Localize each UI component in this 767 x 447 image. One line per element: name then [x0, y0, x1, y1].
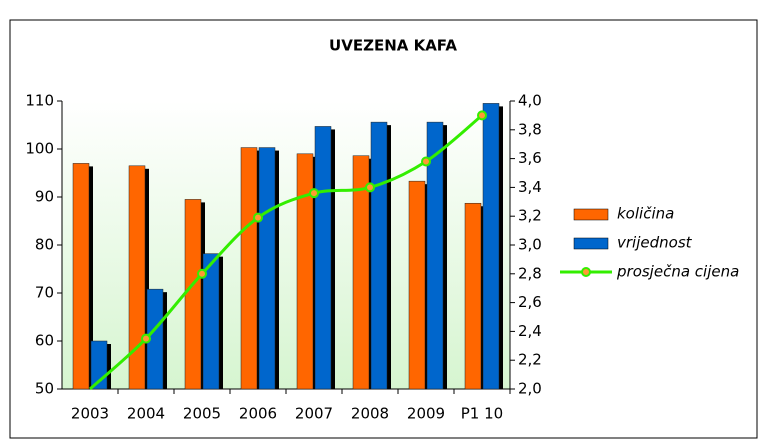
y-tick-label: 50: [35, 380, 54, 398]
bar: [240, 147, 258, 390]
y-tick-label: 60: [35, 332, 54, 350]
legend-label: količina: [617, 205, 674, 223]
y2-tick-label: 2,2: [518, 351, 542, 369]
bar: [314, 126, 332, 390]
legend-label: vrijednost: [617, 234, 693, 252]
x-tick-label: 2008: [351, 405, 389, 423]
bar: [370, 121, 388, 390]
y2-tick-label: 3,8: [518, 120, 542, 138]
y-tick-label: 110: [25, 92, 54, 110]
line-marker: [141, 333, 151, 344]
bar: [296, 153, 314, 390]
y2-tick-label: 2,8: [518, 264, 542, 282]
legend-swatch: [573, 237, 609, 250]
x-tick-label: 2004: [127, 405, 165, 423]
y2-tick-label: 3,0: [518, 236, 542, 254]
bar: [184, 199, 202, 390]
y-tick-label: 90: [35, 188, 54, 206]
y2-tick-label: 2,0: [518, 380, 542, 398]
line-marker: [365, 182, 375, 193]
y2-tick-label: 2,4: [518, 322, 542, 340]
x-tick-label: P1 10: [461, 405, 503, 423]
bar: [408, 180, 426, 390]
legend-label: prosječna cijena: [616, 263, 739, 281]
legend-marker: [581, 267, 591, 277]
line-marker: [197, 268, 207, 279]
y2-tick-label: 3,4: [518, 178, 542, 196]
y2-tick-label: 3,2: [518, 207, 542, 225]
line-marker: [421, 156, 431, 167]
y-tick-label: 70: [35, 284, 54, 302]
chart-title: UVEZENA KAFA: [329, 37, 457, 55]
bar: [352, 155, 370, 390]
x-tick-label: 2006: [239, 405, 277, 423]
line-marker: [309, 188, 319, 199]
x-tick-label: 2003: [71, 405, 109, 423]
line-marker: [477, 110, 487, 121]
bar: [464, 202, 482, 390]
bar: [72, 163, 90, 390]
y2-tick-label: 3,6: [518, 149, 542, 167]
x-tick-label: 2009: [407, 405, 445, 423]
x-tick-label: 2007: [295, 405, 333, 423]
x-tick-label: 2005: [183, 405, 221, 423]
line-marker: [253, 212, 263, 223]
bar: [482, 103, 500, 390]
y-tick-label: 100: [25, 140, 54, 158]
y-tick-label: 80: [35, 236, 54, 254]
bar: [426, 121, 444, 390]
bar: [258, 147, 276, 390]
y2-tick-label: 2,6: [518, 293, 542, 311]
bar: [128, 165, 146, 390]
bar: [202, 253, 220, 390]
y2-tick-label: 4,0: [518, 92, 542, 110]
legend-swatch: [573, 208, 609, 221]
